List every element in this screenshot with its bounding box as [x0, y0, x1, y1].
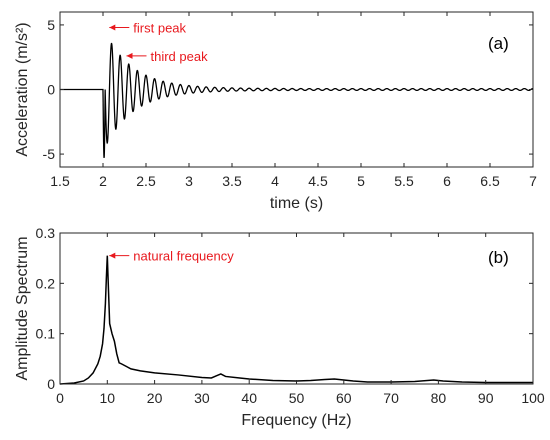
panel-b-x-tick-label: 20: [147, 390, 163, 406]
panel-b-plot-area: [59, 255, 533, 385]
panel-a-time-series: 1.5 2 2.5 3 3.5 4 4.5 5 5.5 6 6.5 7 5 0 -5 (a) time (s…: [14, 11, 537, 212]
panel-a-x-tick-label: 5.5: [394, 173, 414, 189]
panel-a-ticks: 1.5 2 2.5 3 3.5 4 4.5 5 5.5 6 6.5 7 5 0 -5: [43, 12, 537, 189]
panel-a-x-tick-label: 2.5: [136, 173, 156, 189]
panel-b-x-tick-label: 60: [336, 390, 352, 406]
panel-a-y-tick-label: -5: [43, 146, 56, 162]
panel-b-x-tick-label: 80: [431, 390, 447, 406]
panel-b-label: (b): [488, 248, 509, 267]
panel-a-x-tick-label: 7: [529, 173, 537, 189]
panel-a-plot-area: [60, 42, 533, 159]
annotation-label: first peak: [133, 21, 186, 36]
annotation-label: natural frequency: [133, 249, 234, 264]
panel-a-x-axis-label: time (s): [270, 195, 323, 212]
panel-b-x-axis-label: Frequency (Hz): [241, 412, 351, 429]
panel-b-y-tick-label: 0.3: [36, 225, 56, 241]
annotation-label: third peak: [151, 49, 209, 64]
panel-b-y-tick-label: 0: [47, 376, 55, 392]
panel-b-x-tick-label: 90: [478, 390, 494, 406]
panel-a-acceleration-series: [60, 42, 533, 159]
panel-a-y-tick-label: 5: [47, 17, 55, 33]
annotation-arrowhead: [109, 252, 116, 259]
panel-b-x-tick-label: 70: [383, 390, 399, 406]
panel-a-x-tick-label: 2: [99, 173, 107, 189]
panel-b-axes-box: [59, 232, 534, 385]
panel-a-y-axis-label: Acceleration (m/s²): [14, 22, 31, 156]
panel-b-x-tick-label: 100: [521, 390, 545, 406]
panel-a-x-tick-label: 6.5: [480, 173, 500, 189]
panel-a-x-tick-label: 5: [357, 173, 365, 189]
panel-b-x-tick-label: 30: [194, 390, 210, 406]
panel-a-annotations: first peak third peak: [109, 21, 208, 64]
panel-b-spectrum-series: [59, 255, 533, 385]
panel-a-x-tick-label: 3: [185, 173, 193, 189]
panel-b-x-tick-label: 10: [100, 390, 116, 406]
panel-a-x-tick-label: 4.5: [308, 173, 328, 189]
panel-b-x-tick-label: 40: [241, 390, 257, 406]
panel-b-spectrum: 0 10 20 30 40 50 60 70 80 90 100 0.3 0.2 0.1 0 (b) Fre…: [14, 225, 545, 429]
panel-a-label: (a): [488, 34, 509, 53]
panel-b-y-tick-label: 0.1: [36, 326, 56, 342]
panel-a-x-tick-label: 1.5: [50, 173, 70, 189]
panel-a-x-tick-label: 6: [443, 173, 451, 189]
panel-a-x-tick-label: 3.5: [222, 173, 242, 189]
panel-a-x-tick-label: 4: [271, 173, 279, 189]
panel-b-x-tick-label: 50: [289, 390, 305, 406]
panel-b-x-tick-label: 0: [56, 390, 64, 406]
annotation-arrowhead: [126, 52, 133, 59]
panel-b-y-axis-label: Amplitude Spectrum: [14, 236, 31, 380]
panel-b-ticks: 0 10 20 30 40 50 60 70 80 90 100 0.3 0.2 0.1 0: [36, 225, 545, 406]
panel-b-annotations: natural frequency: [109, 249, 234, 264]
panel-b-y-tick-label: 0.2: [36, 275, 56, 291]
panel-a-y-tick-label: 0: [47, 82, 55, 98]
annotation-arrowhead: [109, 24, 116, 31]
